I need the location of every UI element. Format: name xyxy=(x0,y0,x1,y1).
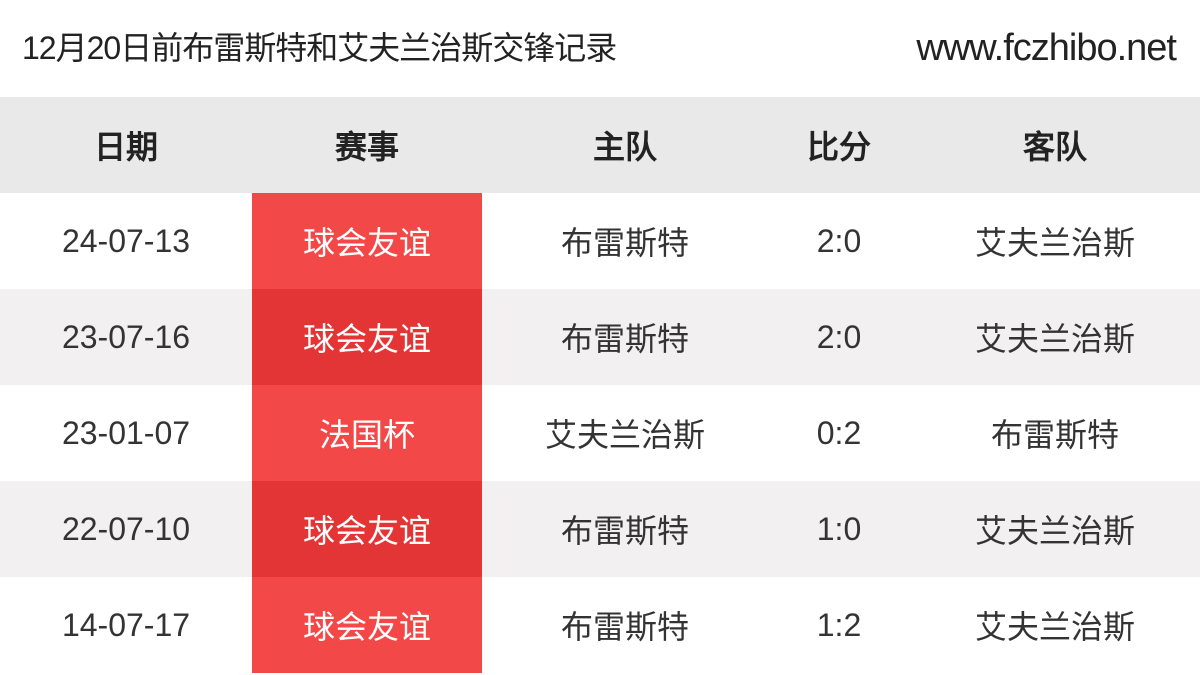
table-row: 14-07-17 球会友谊 布雷斯特 1:2 艾夫兰治斯 xyxy=(0,577,1200,673)
competition-cell: 球会友谊 xyxy=(252,481,482,577)
away-team-cell: 艾夫兰治斯 xyxy=(974,321,1135,357)
date-cell: 23-01-07 xyxy=(61,414,191,451)
record-table: 日期 赛事 主队 比分 客队 24-07-13 球会友谊 布雷斯特 2:0 艾夫兰治斯 23-07-… xyxy=(0,97,1200,673)
score-cell: 2:0 xyxy=(816,318,862,355)
home-team-cell: 艾夫兰治斯 xyxy=(544,417,705,453)
score-cell: 0:2 xyxy=(816,414,862,451)
competition-cell: 球会友谊 xyxy=(252,193,482,289)
column-header: 主队 xyxy=(592,129,657,165)
date-cell: 22-07-10 xyxy=(61,510,191,547)
date-cell: 14-07-17 xyxy=(61,606,191,643)
away-team-cell: 艾夫兰治斯 xyxy=(974,225,1135,261)
score-cell: 2:0 xyxy=(816,222,862,259)
score-cell: 1:0 xyxy=(816,510,862,547)
away-team-cell: 艾夫兰治斯 xyxy=(974,513,1135,549)
table-row: 23-07-16 球会友谊 布雷斯特 2:0 艾夫兰治斯 xyxy=(0,289,1200,385)
score-cell: 1:2 xyxy=(816,606,862,643)
competition-cell: 球会友谊 xyxy=(252,577,482,673)
table-row: 23-01-07 法国杯 艾夫兰治斯 0:2 布雷斯特 xyxy=(0,385,1200,481)
away-team-cell: 布雷斯特 xyxy=(990,417,1119,453)
table-row: 24-07-13 球会友谊 布雷斯特 2:0 艾夫兰治斯 xyxy=(0,193,1200,289)
column-header: 比分 xyxy=(806,129,871,165)
date-cell: 23-07-16 xyxy=(61,318,191,355)
column-header: 赛事 xyxy=(252,97,482,193)
home-team-cell: 布雷斯特 xyxy=(560,609,689,645)
away-team-cell: 艾夫兰治斯 xyxy=(974,609,1135,645)
competition-cell: 法国杯 xyxy=(252,385,482,481)
home-team-cell: 布雷斯特 xyxy=(560,225,689,261)
header-row: 日期 赛事 主队 比分 客队 xyxy=(0,97,1200,193)
page-title: 12月20日前布雷斯特和艾夫兰治斯交锋记录 xyxy=(22,30,617,66)
table-row: 22-07-10 球会友谊 布雷斯特 1:0 艾夫兰治斯 xyxy=(0,481,1200,577)
competition-cell: 球会友谊 xyxy=(252,289,482,385)
date-cell: 24-07-13 xyxy=(61,222,191,259)
column-header: 日期 xyxy=(93,129,158,165)
home-team-cell: 布雷斯特 xyxy=(560,513,689,549)
column-header: 客队 xyxy=(1022,129,1087,165)
site-url: www.fczhibo.net xyxy=(916,27,1177,69)
home-team-cell: 布雷斯特 xyxy=(560,321,689,357)
